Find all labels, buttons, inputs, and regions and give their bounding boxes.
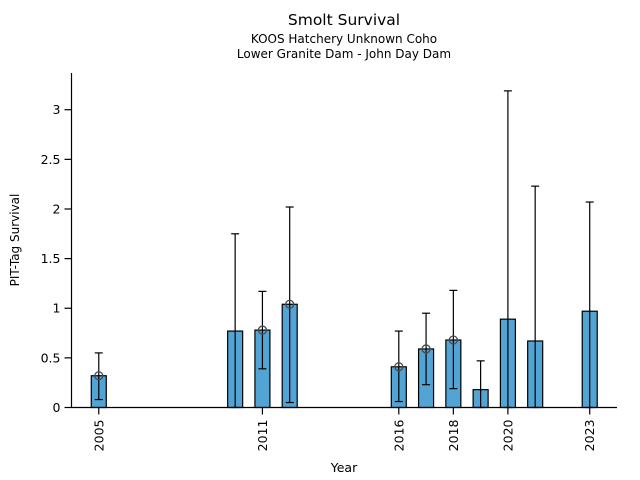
- y-axis-label: PIT-Tag Survival: [8, 193, 22, 287]
- chart-subtitle-hatchery: KOOS Hatchery Unknown Coho: [250, 32, 438, 46]
- x-tick-label: 2005: [91, 420, 106, 452]
- y-tick-label: 1.5: [41, 251, 61, 266]
- marker-2005: [94, 371, 104, 381]
- x-tick-label: 2011: [255, 420, 270, 452]
- marker-2018: [448, 335, 459, 345]
- y-tick-label: 2.5: [41, 152, 61, 167]
- marker-2012: [285, 299, 295, 309]
- y-tick-label: 3: [53, 102, 61, 117]
- y-tick-label: 0.5: [41, 350, 61, 365]
- chart-title: Smolt Survival: [287, 11, 401, 29]
- x-tick-label: 2023: [582, 420, 597, 452]
- x-axis-label: Year: [330, 460, 358, 475]
- marker-2017: [421, 344, 431, 354]
- y-tick-label: 2: [53, 201, 61, 216]
- x-tick-label: 2018: [446, 419, 461, 451]
- x-tick-label: 2020: [500, 419, 515, 451]
- x-tick-label: 2016: [391, 419, 406, 451]
- marker-2016: [394, 362, 404, 372]
- y-tick-label: 1: [53, 301, 61, 316]
- marker-2011: [257, 325, 268, 335]
- y-tick-label: 0: [53, 400, 61, 415]
- chart-subtitle-reach: Lower Granite Dam - John Day Dam: [236, 47, 452, 61]
